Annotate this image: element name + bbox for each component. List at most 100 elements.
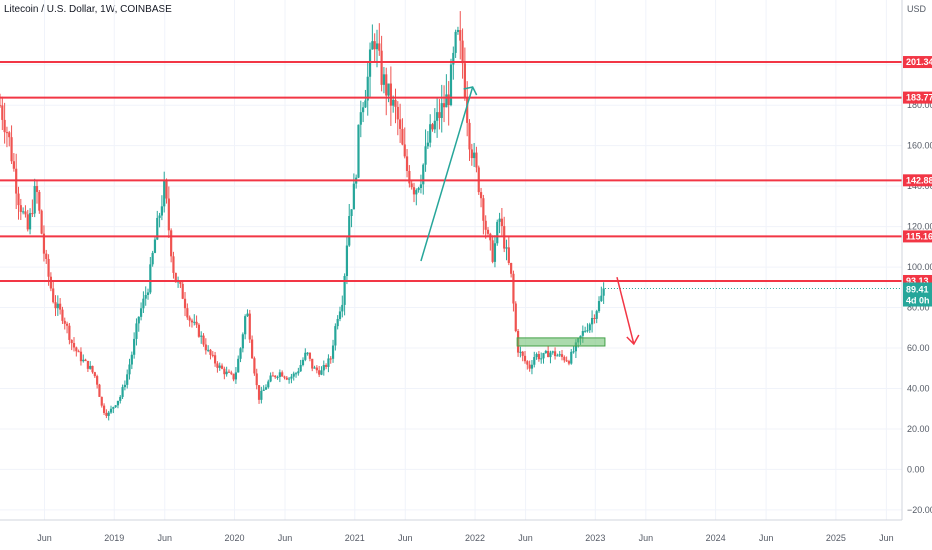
candle-body xyxy=(188,317,191,321)
candle-body xyxy=(505,247,508,249)
candle-body xyxy=(93,372,96,377)
candle-body xyxy=(121,387,124,397)
candle-body xyxy=(468,122,471,150)
candle-body xyxy=(597,301,601,312)
candle-body xyxy=(202,335,205,345)
candle-body xyxy=(144,295,147,299)
candle-body xyxy=(3,119,6,133)
last-price-label: 89.41 xyxy=(906,285,929,295)
candle-body xyxy=(371,41,374,50)
x-tick-label: Jun xyxy=(518,533,533,543)
candle-body xyxy=(133,338,136,355)
candle-body xyxy=(28,213,32,230)
candle-body xyxy=(257,385,261,400)
candle-body xyxy=(512,273,515,304)
candle-body xyxy=(433,120,436,130)
candle-body xyxy=(359,112,362,125)
candle-body xyxy=(79,351,83,362)
candle-body xyxy=(250,339,254,359)
candle-body xyxy=(558,354,561,356)
candle-body xyxy=(158,215,161,218)
candle-body xyxy=(454,31,457,53)
candle-body xyxy=(91,365,94,373)
candle-body xyxy=(389,83,392,106)
candle-body xyxy=(415,190,418,195)
candle-body xyxy=(526,361,529,365)
x-tick-label: Jun xyxy=(278,533,293,543)
candle-body xyxy=(33,186,36,214)
candle-body xyxy=(200,335,203,337)
candle-body xyxy=(19,205,22,212)
candle-body xyxy=(350,209,353,217)
candle-body xyxy=(56,303,59,309)
candle-body xyxy=(565,360,568,362)
candle-body xyxy=(445,94,448,108)
level-tag xyxy=(903,56,932,69)
chart-title: Litecoin / U.S. Dollar, 1W, COINBASE xyxy=(4,4,172,15)
candle-body xyxy=(556,355,559,357)
x-tick-label: Jun xyxy=(759,533,774,543)
candle-body xyxy=(230,372,233,374)
candle-body xyxy=(417,187,420,191)
candle-body xyxy=(12,161,15,169)
candle-body xyxy=(248,313,251,340)
candle-body xyxy=(40,210,43,234)
candle-body xyxy=(183,298,187,309)
candle-body xyxy=(195,321,198,325)
candle-body xyxy=(151,252,154,265)
candle-body xyxy=(126,374,129,385)
candle-body xyxy=(264,387,268,390)
candle-body xyxy=(281,372,284,377)
candle-body xyxy=(98,384,101,397)
candle-body xyxy=(47,258,50,277)
candle-body xyxy=(553,351,557,357)
candle-body xyxy=(156,217,159,240)
y-tick-label: 180.00 xyxy=(907,100,932,110)
candle-body xyxy=(211,354,214,356)
candle-body xyxy=(547,350,550,358)
candle-body xyxy=(123,384,126,388)
candle-body xyxy=(431,124,434,130)
candle-body xyxy=(544,350,547,354)
candle-body xyxy=(96,376,99,385)
level-tag-label: 115.16 xyxy=(906,231,932,241)
level-tag-label: 201.34 xyxy=(906,57,932,67)
candle-body xyxy=(285,377,288,380)
candle-body xyxy=(486,229,490,234)
candle-body xyxy=(581,331,584,336)
candle-body xyxy=(255,373,258,386)
candle-body xyxy=(368,49,372,77)
candle-body xyxy=(174,272,177,283)
candle-body xyxy=(181,283,184,299)
candle-body xyxy=(135,323,138,339)
candle-body xyxy=(449,64,453,106)
candle-body xyxy=(311,358,314,369)
candle-body xyxy=(419,184,423,188)
candle-body xyxy=(412,187,416,195)
candle-body xyxy=(424,146,427,165)
x-tick-label: Jun xyxy=(639,533,654,543)
candle-body xyxy=(137,316,140,324)
candle-body xyxy=(500,218,503,227)
y-tick-label: 120.00 xyxy=(907,222,932,232)
candle-body xyxy=(438,112,441,118)
candle-body xyxy=(429,124,432,143)
candle-body xyxy=(244,316,247,335)
candle-body xyxy=(297,371,300,374)
candle-body xyxy=(54,302,57,309)
candle-body xyxy=(5,132,9,134)
y-tick-label: 40.00 xyxy=(907,383,930,393)
candle-body xyxy=(385,74,388,96)
candle-body xyxy=(130,354,133,365)
candle-body xyxy=(294,373,298,375)
candle-body xyxy=(341,304,344,312)
candle-body xyxy=(24,211,27,215)
candle-body xyxy=(61,309,64,321)
candle-body xyxy=(498,218,501,222)
candle-body xyxy=(329,358,332,360)
candle-body xyxy=(523,355,527,362)
candle-body xyxy=(70,339,73,344)
candle-body xyxy=(473,152,476,159)
